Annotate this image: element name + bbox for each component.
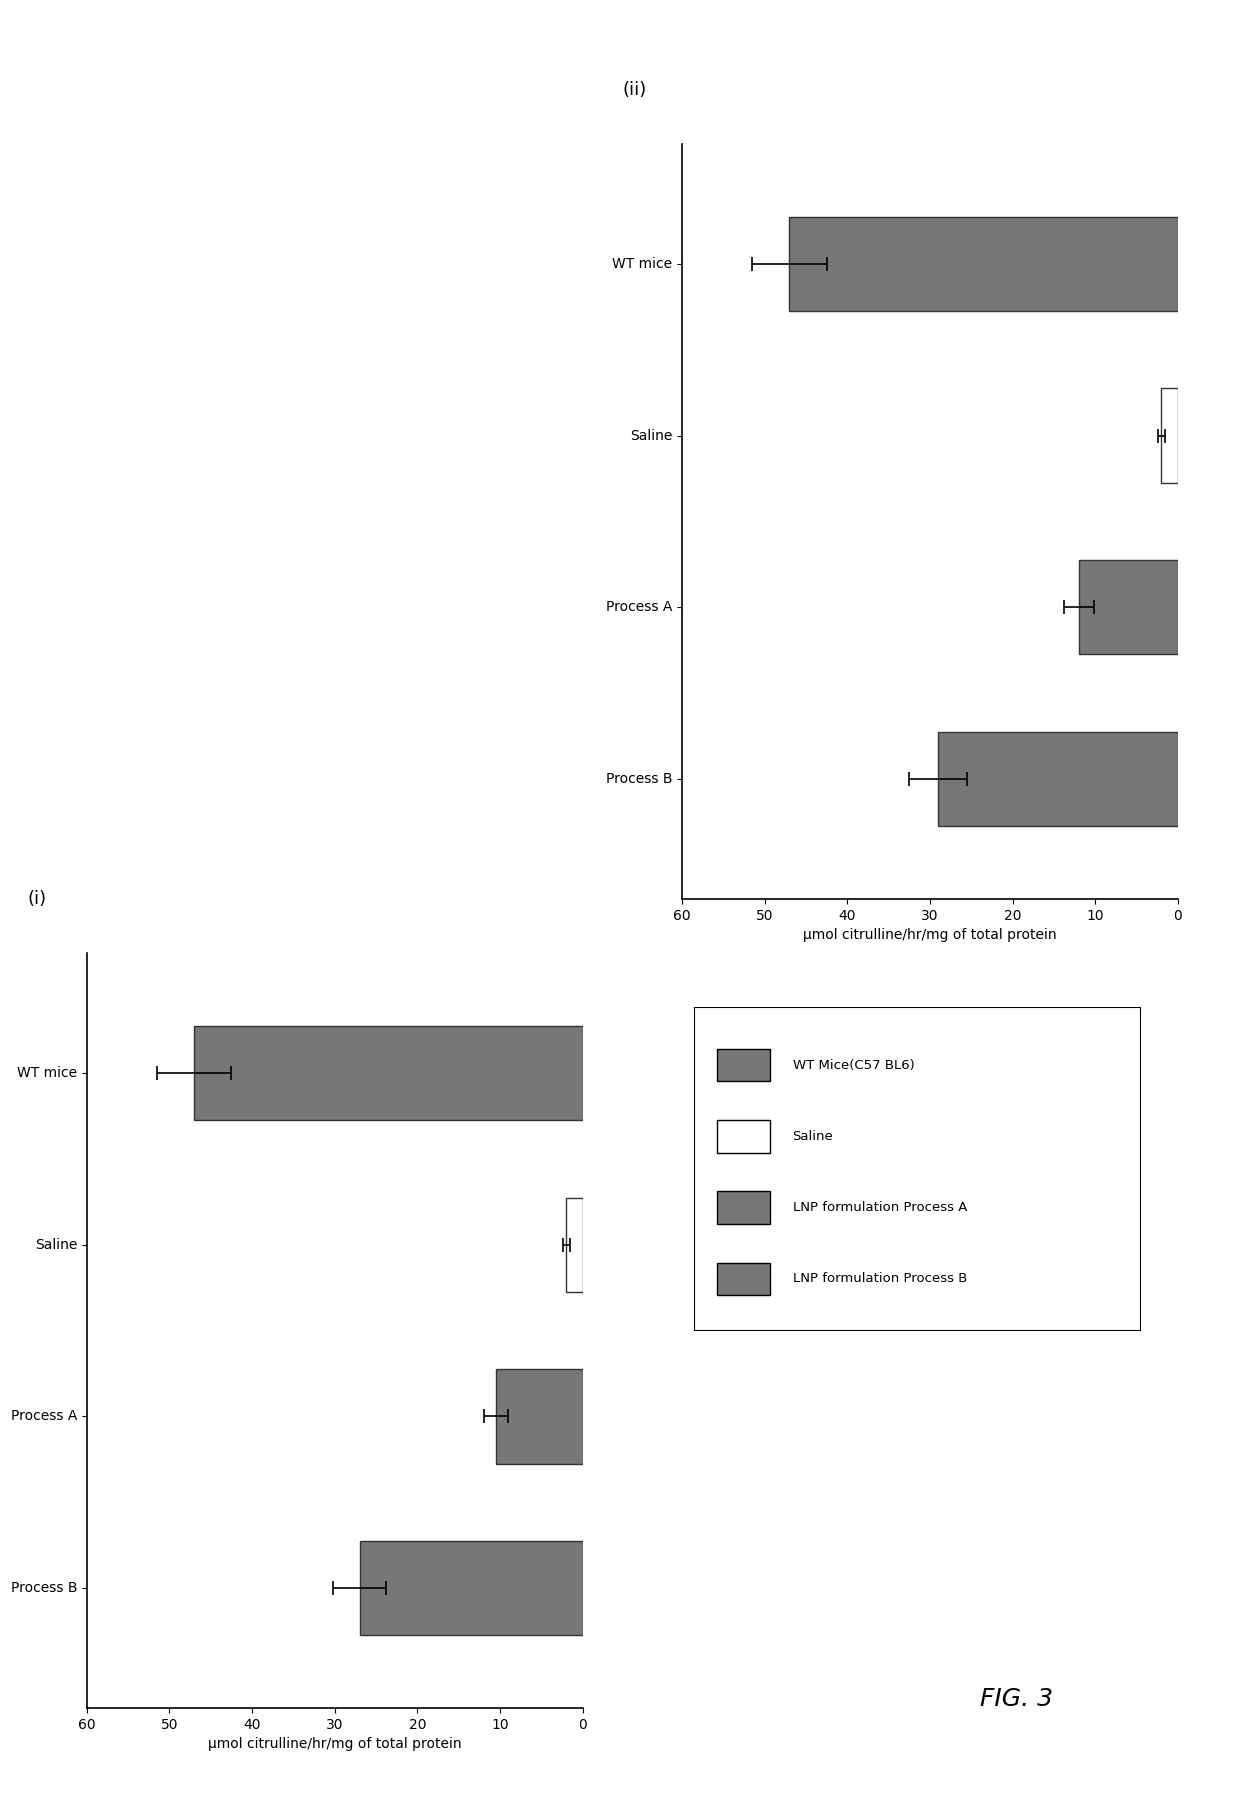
Text: WT Mice(C57 BL6): WT Mice(C57 BL6) [792,1059,914,1072]
X-axis label: μmol citrulline/hr/mg of total protein: μmol citrulline/hr/mg of total protein [208,1737,461,1751]
X-axis label: μmol citrulline/hr/mg of total protein: μmol citrulline/hr/mg of total protein [804,928,1056,942]
Bar [717,1262,770,1295]
Bar [939,732,1178,825]
Text: LNP formulation Process A: LNP formulation Process A [792,1201,967,1214]
FancyBboxPatch shape [694,1007,1141,1331]
Bar [360,1541,583,1634]
Text: (i): (i) [27,890,46,908]
Bar [717,1192,770,1224]
Bar [1079,559,1178,654]
Text: Saline: Saline [792,1129,833,1144]
Bar [496,1368,583,1464]
Bar [567,1197,583,1293]
Text: LNP formulation Process B: LNP formulation Process B [792,1273,967,1286]
Text: FIG. 3: FIG. 3 [981,1687,1053,1712]
Bar [717,1048,770,1081]
Bar [717,1120,770,1153]
Text: (ii): (ii) [622,81,647,99]
Bar [1162,388,1178,484]
Bar [790,218,1178,311]
Bar [195,1027,583,1120]
